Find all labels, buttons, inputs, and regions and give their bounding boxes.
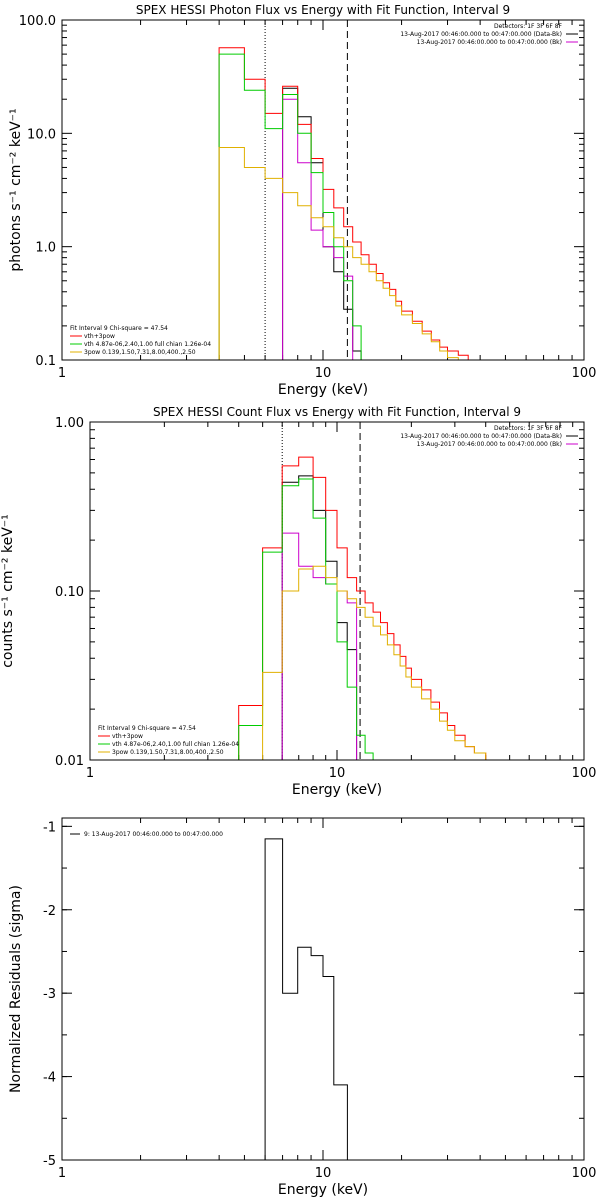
panel-2-legend-entry: vth 4.87e-06,2.40,1.00 full chian 1.26e-… [112,741,239,748]
panel-2-series-total [238,456,499,761]
panel-2-legend-entry: Detectors: 1F 3F 6F 8F [494,425,563,432]
panel-2-series-nonthermal [238,565,499,761]
panel-2-legend-entry: vth+3pow [112,733,143,740]
panel-3-x-axis-label: Energy (keV) [278,1182,368,1198]
panel-3-series-residuals [264,838,348,1160]
panel-1-legend-entry: Detectors: 1F 3F 6F 8F [494,23,563,30]
panel-1-legend-entry: 3pow 0.139,1.50,7.31,8.00,400.,2.50 [84,349,196,356]
panel-1-plot-frame [61,19,585,361]
panel-1-legend-entry: Fit Interval 9 Chi-square = 47.54 [70,325,168,332]
panel-3-y-tick-label: -5 [43,1154,56,1169]
panel-2-plot-frame [89,421,585,761]
panel-3-y-tick-label: -2 [43,904,56,919]
panel-1-legend-entry: 13-Aug-2017 00:46:00.000 to 00:47:00.000… [400,31,562,38]
panel-2-series-thermal [238,478,374,760]
panel-2-y-axis-label: counts s⁻¹ cm⁻² keV⁻¹ [0,514,16,668]
panel-2-series-bk [281,532,366,761]
panel-1-x-tick-label: 10 [315,366,332,381]
panel-3-plot-frame [61,817,585,1161]
panel-2-legend-entry: Fit Interval 9 Chi-square = 47.54 [98,725,196,732]
panel-1-y-tick-label: 10.0 [27,127,56,142]
panel-1-series-total [218,47,469,360]
panel-1-x-tick-label: 1 [58,366,66,381]
panel-2-x-tick-label: 100 [572,766,597,781]
panel-3-y-axis-label: Normalized Residuals (sigma) [8,885,24,1093]
panel-3-x-tick-label: 1 [58,1166,66,1181]
panel-1-series-data [282,87,369,361]
panel-2-y-tick-label: 0.01 [55,754,84,769]
panel-1-legend-entry: vth+3pow [84,333,115,340]
panel-2-y-tick-label: 1.00 [55,416,84,431]
panel-1-x-tick-label: 100 [572,366,597,381]
panel-2-x-tick-label: 10 [329,766,346,781]
panel-1-title: SPEX HESSI Photon Flux vs Energy with Fi… [136,3,510,17]
panel-1-y-tick-label: 100.0 [19,14,56,29]
panel-1-series-nonthermal [218,147,469,361]
panel-1-y-axis-label: photons s⁻¹ cm⁻² keV⁻¹ [8,108,24,271]
panel-1-legend-entry: vth 4.87e-06,2.40,1.00 full chian 1.26e-… [84,341,211,348]
panel-3-x-tick-label: 10 [315,1166,332,1181]
panel-1-legend-entry: 13-Aug-2017 00:46:00.000 to 00:47:00.000… [417,39,562,46]
panel-3-y-tick-label: -3 [43,987,56,1002]
panel-1-series-bk [265,98,362,361]
panel-3-legend-entry: 9: 13-Aug-2017 00:46:00.000 to 00:47:00.… [84,831,223,838]
panel-3-y-tick-label: -1 [43,820,56,835]
panel-3-x-tick-label: 100 [572,1166,597,1181]
panel-1-y-tick-label: 1.0 [35,241,56,256]
panel-2-legend-entry: 13-Aug-2017 00:46:00.000 to 00:47:00.000… [400,433,562,440]
panel-1-y-tick-label: 0.1 [35,354,56,369]
panel-2-legend-entry: 3pow 0.139,1.50,7.31,8.00,400.,2.50 [112,749,224,756]
panel-1-x-axis-label: Energy (keV) [278,382,368,398]
panel-2-x-axis-label: Energy (keV) [292,782,382,798]
panel-2-y-tick-label: 0.10 [55,585,84,600]
panel-3-y-tick-label: -4 [43,1071,56,1086]
panel-2-x-tick-label: 1 [86,766,94,781]
panel-2-title: SPEX HESSI Count Flux vs Energy with Fit… [153,405,521,419]
panel-2-legend-entry: 13-Aug-2017 00:46:00.000 to 00:47:00.000… [417,441,562,448]
panel-1-series-thermal [218,53,369,361]
